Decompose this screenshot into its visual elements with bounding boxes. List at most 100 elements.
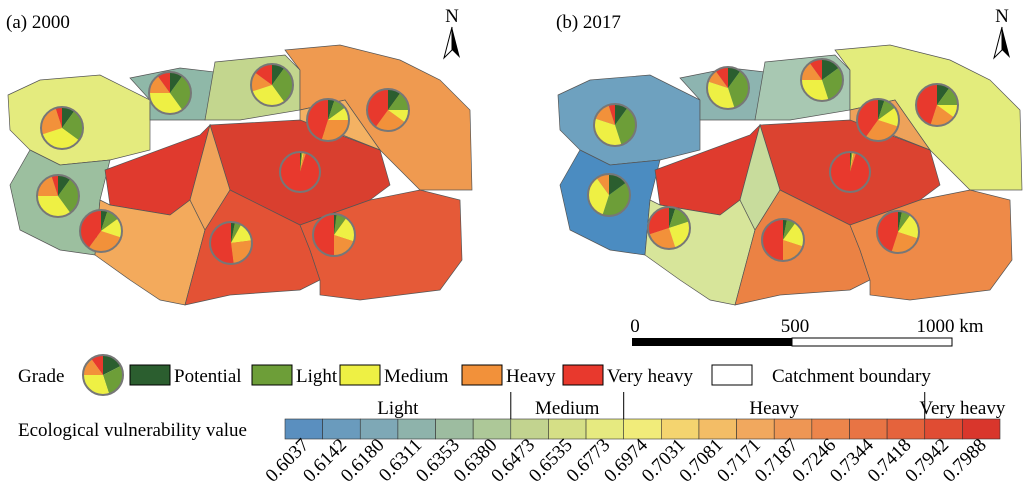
colorbar-bin (510, 418, 549, 440)
pie-slice (877, 211, 898, 252)
panel-title: (a) 2000 (6, 12, 70, 33)
legend-swatch (562, 364, 604, 386)
class-label: Very heavy (919, 398, 1005, 419)
pie-slice (328, 99, 335, 120)
pie-slice (313, 214, 334, 256)
scale-bar (791, 337, 953, 347)
pie-slice (321, 120, 349, 141)
colorbar-title: Ecological vulnerability value (18, 420, 247, 441)
pie-slice (850, 152, 852, 172)
pie-slice (707, 81, 735, 109)
pie-slice (272, 64, 285, 85)
colorbar-bin (472, 418, 512, 440)
pie-outline (148, 71, 192, 115)
pie-slice (91, 355, 103, 375)
colorbar-bin (623, 418, 662, 440)
pie-slice (388, 110, 409, 123)
pie-slice (783, 219, 796, 240)
pie-slice (648, 207, 669, 235)
pie-slice (252, 85, 285, 106)
pie-slice (595, 105, 615, 125)
pie-slice (937, 105, 958, 118)
pie-slice (334, 218, 355, 242)
pie-slice (251, 72, 272, 92)
colorbar-bin (736, 418, 775, 440)
pie-slice (801, 80, 829, 101)
pie-outline (79, 209, 123, 253)
pie-slice (728, 67, 741, 88)
pie-slice (822, 67, 843, 100)
pie-slice (375, 110, 405, 131)
class-label: Heavy (749, 398, 799, 419)
pie-slice (669, 207, 676, 228)
pie-outline (856, 98, 900, 142)
legend-label: Heavy (506, 366, 556, 387)
legend-swatch (711, 364, 753, 386)
colorbar-bin (773, 418, 813, 440)
pie-slice (231, 222, 235, 243)
pie-slice (328, 107, 349, 120)
pie-slice (170, 76, 191, 110)
pie-slice (388, 89, 401, 110)
pie-slice (878, 99, 885, 120)
pie-slice (101, 218, 122, 238)
pie-outline (706, 66, 750, 110)
pie-slice (916, 84, 937, 125)
colorbar-bin (661, 418, 700, 440)
pie-slice (715, 67, 728, 88)
pie-outline (800, 58, 844, 102)
pie-outline (209, 221, 253, 265)
pie-slice (850, 152, 854, 172)
legend-label: Light (296, 366, 338, 387)
pie-slice (51, 175, 58, 196)
pie-slice (334, 235, 354, 256)
pie-slice (865, 120, 898, 141)
pie-slice (58, 179, 79, 213)
colorbar-bin (849, 418, 888, 440)
pie-slice (898, 215, 919, 239)
legend-label: Very heavy (607, 366, 693, 387)
colorbar-label: 0.6180 (337, 435, 389, 487)
pie-outline (647, 206, 691, 250)
pie-slice (588, 178, 609, 215)
class-label: Medium (535, 398, 600, 419)
pie-slice (783, 223, 804, 247)
pie-slice (157, 72, 170, 93)
pie-slice (708, 71, 728, 88)
pie-slice (850, 152, 853, 172)
scale-label: 500 (781, 316, 810, 337)
pie-slice (170, 72, 183, 93)
pie-outline (587, 173, 631, 217)
legend-label: Catchment boundary (772, 366, 931, 387)
pie-slice (103, 355, 121, 375)
pie-slice (42, 128, 79, 150)
pie-slice (830, 152, 870, 192)
pie-slice (937, 84, 950, 105)
pie-slice (762, 219, 783, 261)
colorbar-bin (585, 418, 624, 440)
pie-outline (36, 174, 80, 218)
pie-slice (300, 152, 304, 172)
colorbar-bin (698, 418, 737, 440)
pie-slice (334, 214, 337, 235)
north-arrow (1002, 27, 1010, 58)
pie-slice (328, 100, 345, 120)
pie-slice (857, 99, 878, 137)
pie-slice (101, 211, 118, 231)
pie-slice (728, 71, 749, 108)
pie-slice (88, 231, 121, 252)
colorbar-bin (397, 418, 436, 440)
colorbar-bin (359, 418, 399, 440)
pie-slice (62, 111, 84, 141)
pie-slice (930, 105, 954, 126)
legend-swatch (339, 364, 381, 386)
legend-title: Grade (18, 366, 64, 387)
pie-slice (809, 59, 822, 80)
legend-swatch (129, 364, 171, 386)
pie-outline (829, 151, 871, 193)
pie-slice (783, 240, 803, 261)
pie-outline (40, 106, 84, 150)
legend-swatch (251, 364, 293, 386)
pie-slice (669, 208, 689, 228)
